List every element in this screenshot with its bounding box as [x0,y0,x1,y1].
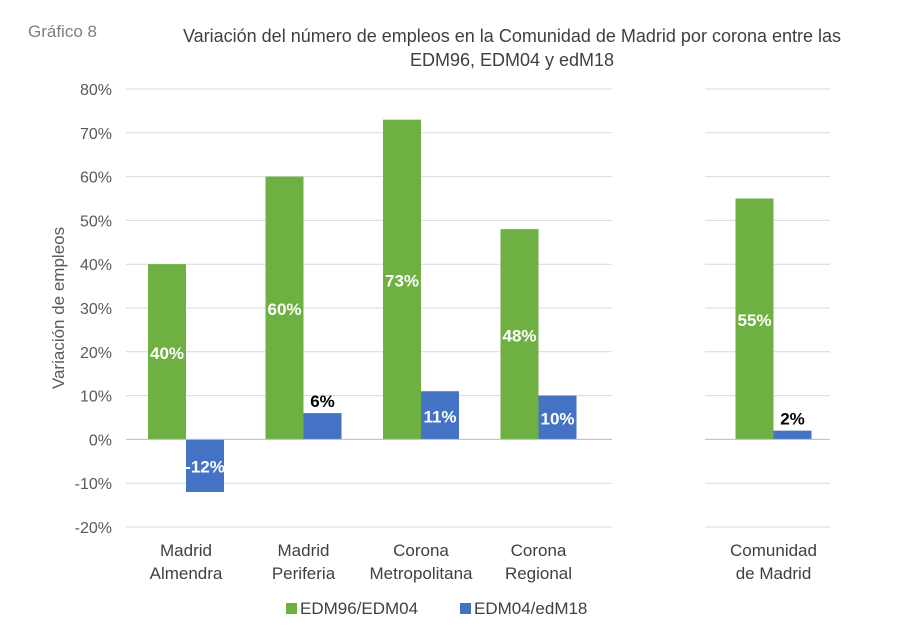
chart-title-line-2: EDM96, EDM04 y edM18 [410,50,614,70]
y-axis-ticks: -20% -10% 0% 10% 20% 30% 40% 50% 60% 70% 80% [75,82,112,537]
x-tick-label: de Madrid [736,564,812,583]
bar-edm96-edm04 [500,229,539,440]
bar-edm96-edm04 [383,119,421,440]
legend-label: EDM04/edM18 [474,599,587,618]
x-tick-label: Periferia [272,564,336,583]
chart-title-line-1: Variación del número de empleos en la Co… [183,26,841,46]
bars [148,119,812,492]
x-tick-label: Almendra [150,564,223,583]
figure-label: Gráfico 8 [28,22,97,41]
y-tick-label: 40% [80,257,112,274]
legend-swatch [460,603,471,614]
data-label: 55% [737,311,771,330]
data-label: 6% [310,392,335,411]
y-tick-label: 10% [80,389,112,406]
y-axis-label: Variación de empleos [49,227,68,389]
y-tick-label: 20% [80,345,112,362]
x-axis-ticks: Madrid Almendra Madrid Periferia Corona Metro… [150,541,817,583]
legend-label: EDM96/EDM04 [300,599,418,618]
gridlines [126,88,830,528]
x-tick-label: Comunidad [730,541,817,560]
x-tick-label: Metropolitana [369,564,473,583]
legend-swatch [286,603,297,614]
bar-edm04-edm18 [186,439,224,492]
y-tick-label: 50% [80,213,112,230]
y-tick-label: 70% [80,126,112,143]
x-tick-label: Corona [511,541,567,560]
x-tick-label: Regional [505,564,572,583]
data-label: -12% [185,458,225,477]
y-tick-label: -10% [75,476,112,493]
data-label: 10% [540,410,574,429]
bar-edm96-edm04 [735,198,774,440]
y-tick-label: 80% [80,82,112,99]
bar-edm04-edm18 [421,391,459,440]
data-label: 11% [423,407,456,426]
y-tick-label: 0% [89,432,112,449]
x-tick-label: Madrid [278,541,330,560]
bar-edm04-edm18 [773,430,812,440]
chart-title: Variación del número de empleos en la Co… [183,26,841,70]
x-tick-label: Corona [393,541,449,560]
bar-edm04-edm18 [538,395,577,440]
y-tick-label: -20% [75,520,112,537]
data-label: 48% [502,326,536,345]
data-label: 2% [780,410,805,429]
legend: EDM96/EDM04 EDM04/edM18 [286,599,587,618]
bar-edm04-edm18 [303,413,342,440]
bar-edm96-edm04 [148,264,186,440]
y-tick-label: 30% [80,301,112,318]
x-tick-label: Madrid [160,541,212,560]
y-tick-label: 60% [80,170,112,187]
data-label: 73% [385,272,419,291]
bar-labels: 40% 60% 73% 48% 55% -12% 6% 11% 10% 2% [150,272,805,477]
data-label: 40% [150,344,184,363]
data-label: 60% [267,300,301,319]
bar-edm96-edm04 [265,176,304,440]
